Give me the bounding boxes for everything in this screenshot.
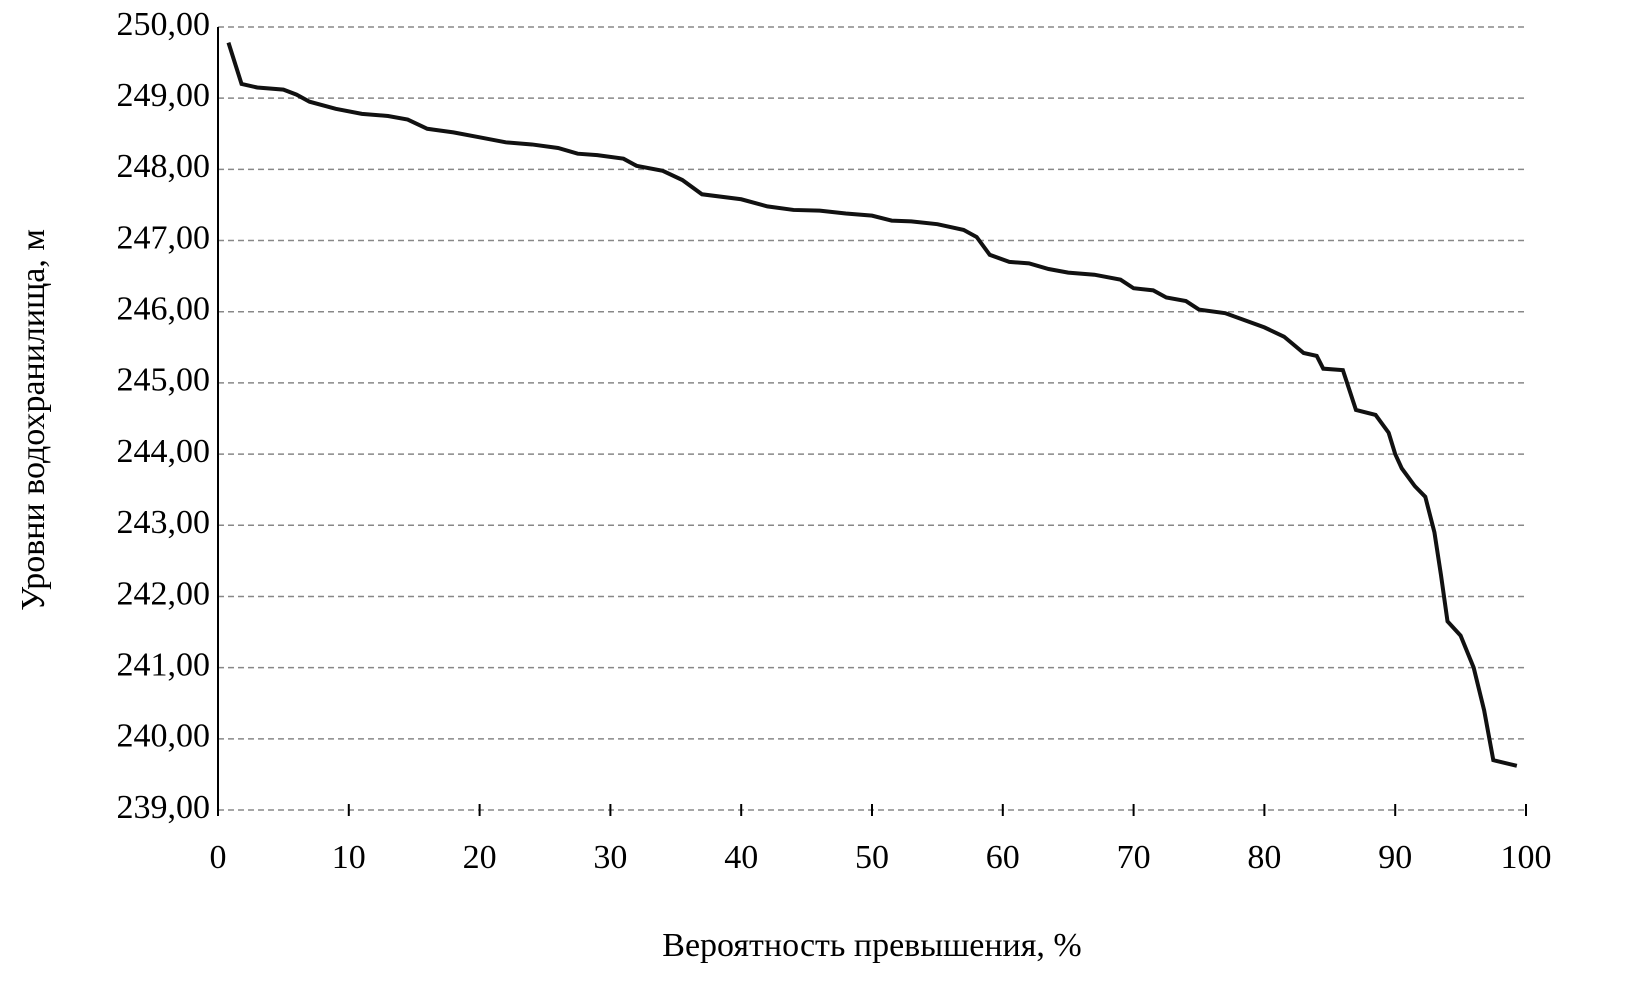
y-tick-label: 245,00 [117,362,211,399]
y-tick-label: 243,00 [117,504,211,541]
x-tick-label: 90 [1378,839,1412,876]
x-tick-label: 50 [855,839,889,876]
y-tick-label: 249,00 [117,77,211,114]
x-tick-label: 20 [463,839,497,876]
y-tick-label: 246,00 [117,291,211,328]
x-tick-label: 80 [1247,839,1281,876]
y-tick-label: 242,00 [117,575,211,612]
x-tick-label: 100 [1501,839,1552,876]
y-tick-label: 239,00 [117,789,211,826]
y-axis-label: Уровни водохранилища, м [15,229,52,611]
x-tick-label: 0 [210,839,227,876]
data-line [226,42,1518,768]
x-axis-label: Вероятность превышения, % [662,927,1081,964]
y-tick-label: 247,00 [117,219,211,256]
x-tick-label: 10 [332,839,366,876]
x-tick-label: 40 [724,839,758,876]
y-tick-label: 248,00 [117,148,211,185]
y-tick-label: 244,00 [117,433,211,470]
x-tick-label: 30 [593,839,627,876]
y-tick-label: 240,00 [117,718,211,755]
y-tick-label: 250,00 [117,6,211,43]
y-tick-label: 241,00 [117,646,211,683]
x-tick-label: 60 [986,839,1020,876]
x-tick-label: 70 [1117,839,1151,876]
